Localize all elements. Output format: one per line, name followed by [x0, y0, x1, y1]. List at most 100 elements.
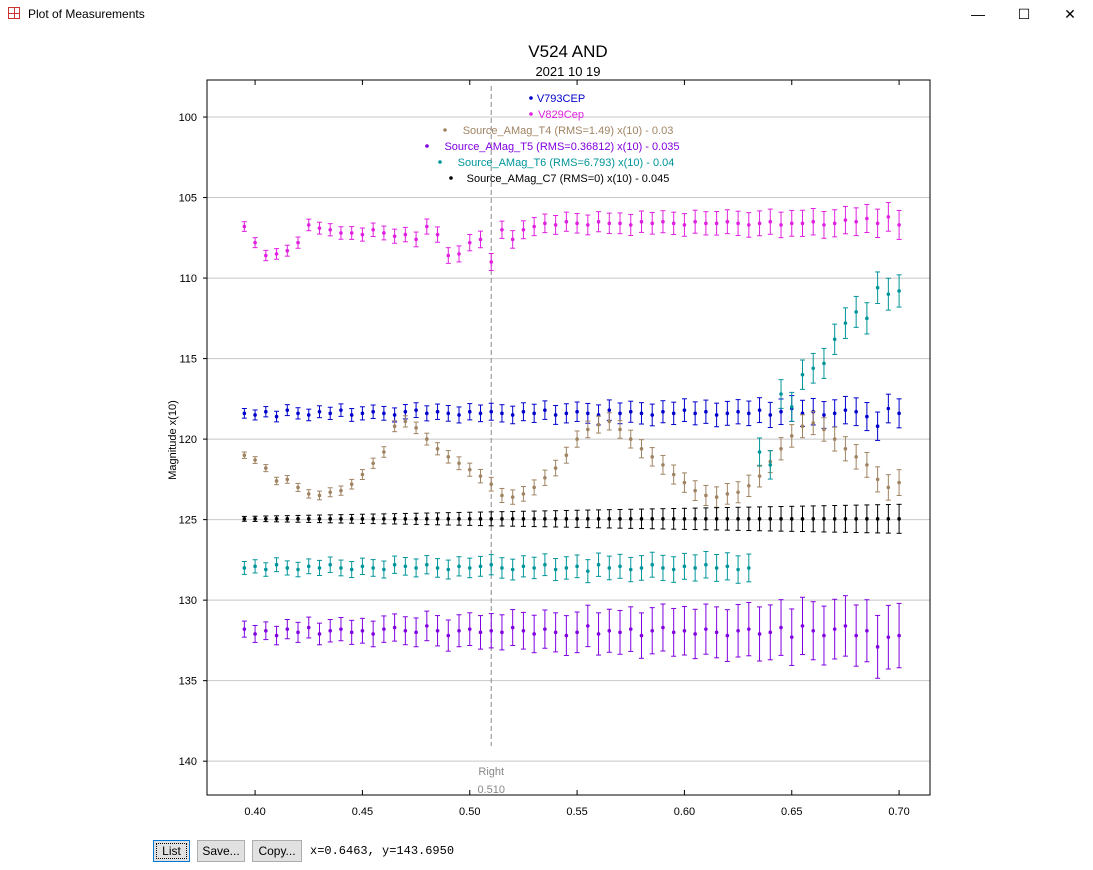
data-point [553, 517, 558, 521]
data-point [446, 411, 451, 416]
data-point [800, 372, 805, 377]
data-point [897, 480, 901, 485]
data-point [650, 221, 655, 226]
y-tick-label: 100 [179, 112, 197, 124]
data-point [575, 409, 579, 414]
data-point [435, 232, 440, 237]
data-point [435, 517, 440, 521]
data-point [586, 569, 590, 573]
copy-button[interactable]: Copy... [252, 840, 302, 862]
data-point [725, 219, 730, 224]
data-point [693, 517, 697, 521]
data-point [339, 408, 343, 412]
data-point [264, 466, 268, 470]
x-tick-label: 0.65 [781, 806, 802, 818]
data-point [382, 517, 386, 521]
data-point [661, 625, 665, 630]
data-point [425, 224, 429, 229]
data-point [242, 453, 247, 458]
y-tick-label: 110 [179, 273, 197, 285]
save-button[interactable]: Save... [197, 840, 245, 862]
data-point [285, 517, 290, 521]
chart[interactable]: V524 AND 2021 10 19 Magnitude x(10) Righ… [0, 0, 1093, 830]
data-point [822, 223, 826, 227]
data-point [682, 480, 687, 485]
data-point [414, 426, 418, 430]
data-point [875, 517, 880, 521]
data-point [682, 408, 687, 412]
data-point [800, 424, 805, 429]
data-point [382, 567, 386, 572]
data-point [736, 221, 740, 226]
data-point [725, 564, 730, 569]
data-point [242, 517, 247, 521]
data-point [500, 493, 504, 498]
data-point [317, 517, 322, 521]
data-point [843, 517, 848, 521]
legend-label: Source_AMag_T4 (RMS=1.49) x(10) - 0.03 [463, 125, 674, 137]
data-point [886, 517, 891, 521]
data-point [747, 566, 751, 570]
list-button[interactable]: List [153, 840, 190, 862]
data-point [757, 450, 762, 454]
minimize-button[interactable]: — [971, 6, 985, 22]
data-point [274, 517, 279, 521]
data-point [360, 411, 365, 416]
data-point [650, 562, 655, 567]
data-point [628, 223, 633, 227]
data-point [671, 630, 676, 635]
data-point [339, 231, 343, 235]
data-point [328, 562, 333, 567]
data-point [478, 411, 483, 416]
close-button[interactable]: ✕ [1064, 5, 1076, 22]
data-point [242, 627, 247, 631]
data-point [317, 566, 322, 570]
data-point [285, 248, 290, 253]
data-point [532, 485, 536, 490]
data-point [371, 566, 375, 570]
data-point [886, 406, 891, 411]
data-point [886, 635, 891, 639]
data-point [897, 411, 901, 416]
data-point [360, 517, 365, 521]
maximize-button[interactable]: ☐ [1017, 5, 1031, 22]
data-point [682, 517, 687, 521]
data-point [596, 562, 601, 567]
data-point [628, 567, 633, 572]
data-point [779, 392, 783, 396]
data-point [339, 488, 343, 493]
data-point [832, 437, 837, 441]
data-point [403, 419, 408, 424]
data-point [328, 411, 333, 416]
data-point [382, 231, 386, 235]
data-point [747, 484, 751, 488]
data-point [854, 633, 858, 638]
x-tick-label: 0.60 [674, 806, 695, 818]
data-point [897, 517, 901, 521]
data-point [489, 562, 494, 567]
data-point [586, 411, 590, 416]
data-point [639, 517, 644, 521]
data-point [264, 628, 268, 633]
data-point [789, 221, 794, 226]
x-tick-label: 0.40 [244, 806, 265, 818]
data-point [467, 240, 472, 245]
data-point [564, 633, 569, 638]
data-point [639, 633, 644, 638]
data-point [854, 455, 858, 459]
data-point [392, 625, 397, 630]
data-point [478, 630, 483, 635]
data-point [693, 632, 697, 636]
data-point [779, 625, 783, 630]
marker-label: Right [478, 766, 504, 778]
data-point [414, 566, 418, 570]
data-point [779, 517, 783, 521]
data-point [306, 564, 311, 569]
data-point [414, 408, 418, 412]
title-bar: Plot of Measurements — ☐ ✕ [0, 0, 1093, 28]
legend-label: V793CEP [537, 93, 585, 105]
data-point [360, 628, 365, 633]
data-point [747, 223, 751, 227]
plot-frame [206, 79, 931, 796]
data-point [457, 461, 461, 466]
